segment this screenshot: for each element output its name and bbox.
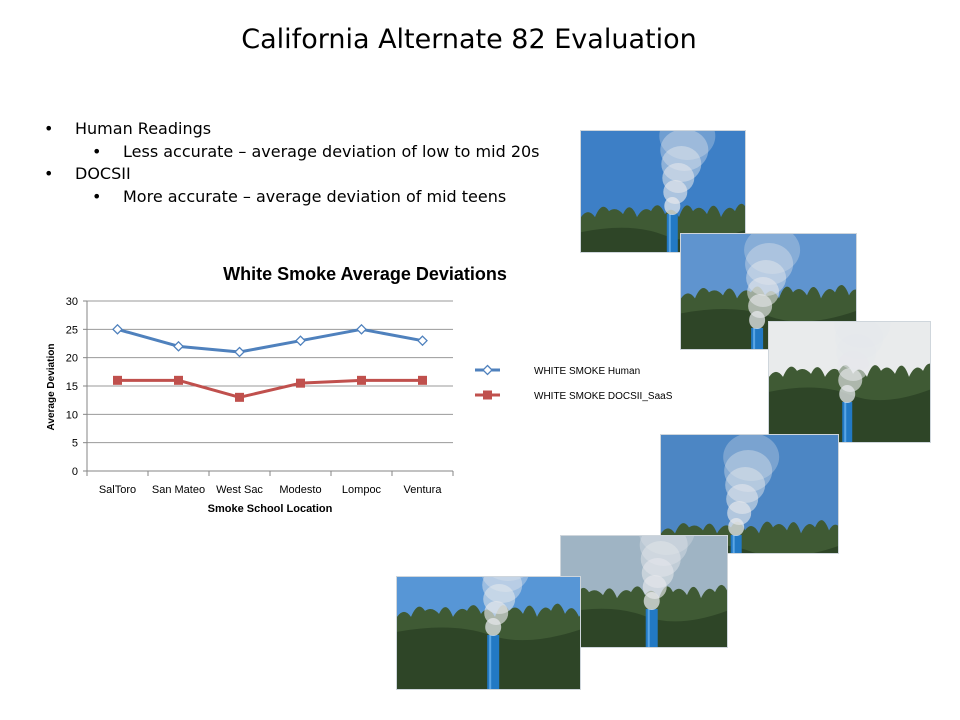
smoke-plume xyxy=(834,322,891,403)
data-point xyxy=(173,340,184,352)
chart-gridlines xyxy=(87,300,453,472)
stack-highlight xyxy=(489,635,492,689)
data-point xyxy=(113,375,122,385)
chart-legend: WHITE SMOKE Human WHITE SMOKE DOCSII_SaaS xyxy=(475,364,673,402)
stack-highlight xyxy=(844,402,847,442)
smoke-stack-photo xyxy=(397,577,580,689)
smoke-stack-photo xyxy=(769,322,930,442)
smoke-plume xyxy=(639,536,695,610)
y-tick-label: 5 xyxy=(72,438,78,450)
y-axis-ticks: 0 5 10 15 20 25 30 xyxy=(66,296,88,478)
x-tick-label: SalToro xyxy=(99,484,136,496)
data-point xyxy=(357,375,366,385)
stack-pipe xyxy=(751,328,764,349)
data-point xyxy=(356,323,367,335)
bullet-human-readings-detail: Less accurate – average deviation of low… xyxy=(44,141,540,164)
smoke-stack-photo xyxy=(561,536,727,647)
x-axis-ticks: SalToro San Mateo West Sac Modesto Lompoc Ven… xyxy=(86,471,454,496)
smoke-plume xyxy=(723,435,780,536)
x-tick-label: Ventura xyxy=(404,484,443,496)
data-point xyxy=(235,392,244,402)
stack-highlight xyxy=(647,609,650,647)
line-chart: White Smoke Average Deviations 0 5 10 15 20 2… xyxy=(46,264,673,515)
y-tick-label: 25 xyxy=(66,324,78,336)
x-tick-label: Modesto xyxy=(279,484,321,496)
y-axis-label: Average Deviation xyxy=(46,344,57,431)
stack-pipe xyxy=(645,609,658,647)
smoke-plume xyxy=(482,577,529,636)
y-tick-label: 0 xyxy=(72,466,78,478)
data-point xyxy=(295,335,306,347)
data-point xyxy=(296,378,305,388)
data-point xyxy=(483,390,492,400)
bullet-docsii-detail: More accurate – average deviation of mid… xyxy=(44,186,540,209)
chart-title: White Smoke Average Deviations xyxy=(223,264,507,284)
photo-stack-3 xyxy=(768,321,931,443)
y-tick-label: 30 xyxy=(66,296,78,308)
photo-stack-5 xyxy=(560,535,728,648)
smoke-plume xyxy=(744,234,801,329)
tree-shadow xyxy=(561,608,727,647)
x-tick-label: West Sac xyxy=(216,484,263,496)
y-tick-label: 10 xyxy=(66,409,78,421)
x-tick-label: San Mateo xyxy=(152,484,205,496)
stack-pipe xyxy=(842,402,853,442)
bullet-human-readings: Human Readings xyxy=(44,118,540,141)
data-point xyxy=(112,323,123,335)
data-point xyxy=(482,364,493,376)
y-tick-label: 20 xyxy=(66,353,78,365)
x-tick-label: Lompoc xyxy=(342,484,382,496)
series-line xyxy=(117,327,423,354)
stack-pipe xyxy=(666,214,678,252)
photo-stack-6 xyxy=(396,576,581,690)
legend-label: WHITE SMOKE Human xyxy=(534,366,640,377)
chart-series xyxy=(112,323,428,402)
stack-highlight xyxy=(732,535,735,553)
stack-pipe xyxy=(487,635,500,689)
data-point xyxy=(417,335,428,347)
series-line xyxy=(117,378,423,399)
data-point xyxy=(418,375,427,385)
stack-highlight xyxy=(753,328,756,349)
stack-highlight xyxy=(668,214,671,252)
slide-title: California Alternate 82 Evaluation xyxy=(241,24,697,55)
data-point xyxy=(234,346,245,358)
y-tick-label: 15 xyxy=(66,381,78,393)
bullet-docsii: DOCSII xyxy=(44,163,540,186)
stack-pipe xyxy=(730,535,742,553)
data-point xyxy=(174,375,183,385)
x-axis-label: Smoke School Location xyxy=(208,503,333,515)
bullet-list: Human Readings Less accurate – average d… xyxy=(44,118,540,208)
smoke-plume xyxy=(659,131,716,215)
legend-label: WHITE SMOKE DOCSII_SaaS xyxy=(534,391,673,402)
